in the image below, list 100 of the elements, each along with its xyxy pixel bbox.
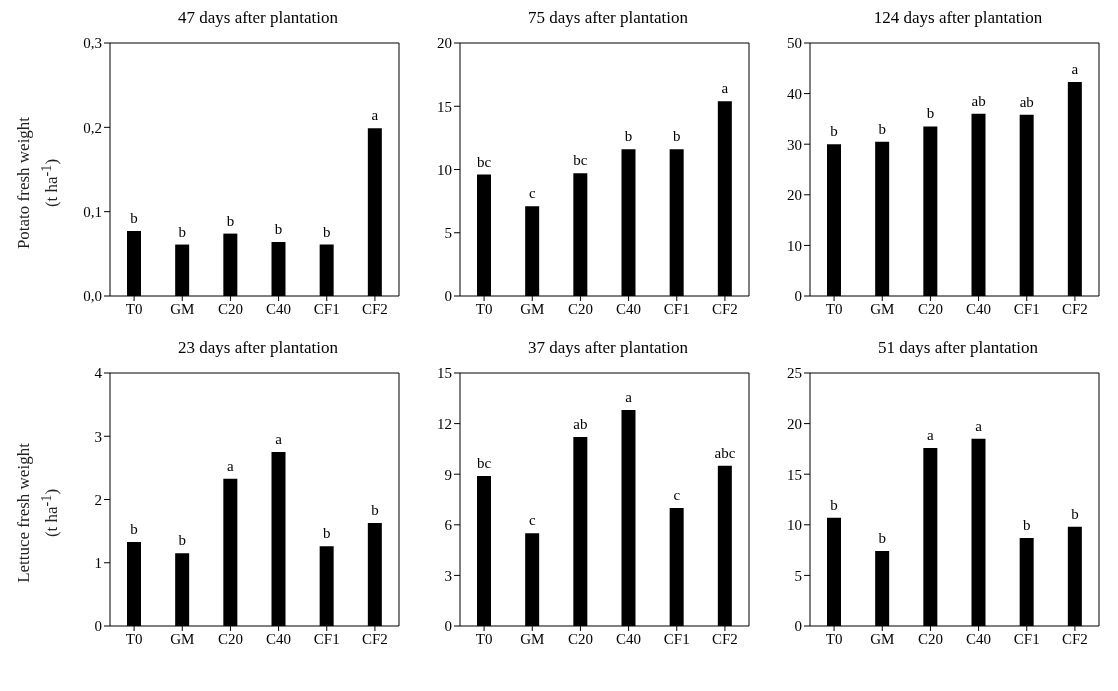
annotation: b <box>673 128 681 145</box>
y-tick-label: 0 <box>94 618 102 635</box>
y-tick-label: 15 <box>787 466 802 483</box>
annotation: b <box>274 221 283 238</box>
annotation: ab <box>1019 93 1034 110</box>
x-tick-label: C20 <box>567 300 593 317</box>
y-tick-label: 2 <box>94 491 102 508</box>
y-tick-label: 15 <box>437 98 452 115</box>
annotation: b <box>226 212 235 229</box>
x-tick-label: C20 <box>567 630 593 647</box>
annotation: b <box>1023 516 1031 533</box>
x-tick-label: GM <box>870 630 895 647</box>
annotation: bc <box>573 152 588 169</box>
x-tick-label: CF1 <box>663 630 690 647</box>
y-tick-label: 0,1 <box>83 203 102 220</box>
y-tick-label: 25 <box>787 365 802 382</box>
y-tick-label: 0,0 <box>83 288 102 305</box>
x-tick-label: CF2 <box>1061 630 1088 647</box>
y-tick-label: 12 <box>437 415 452 432</box>
x-tick-label: T0 <box>475 300 493 317</box>
x-tick-label: CF2 <box>361 630 388 647</box>
y-tick-label: 10 <box>437 161 452 178</box>
y-tick-label: 3 <box>444 567 452 584</box>
annotation: b <box>830 123 838 140</box>
annotation: c <box>528 185 536 202</box>
y-tick-label: 50 <box>787 35 802 52</box>
x-tick-label: CF2 <box>711 630 738 647</box>
x-tick-label: C20 <box>917 300 943 317</box>
y-tick-label: 20 <box>787 415 802 432</box>
x-tick-label: CF1 <box>663 300 690 317</box>
x-tick-label: C40 <box>966 630 992 647</box>
chart-title: 23 days after plantation <box>177 338 339 359</box>
y-tick-label: 0 <box>794 288 802 305</box>
x-tick-label: CF2 <box>361 300 388 317</box>
x-tick-label: C40 <box>616 300 642 317</box>
y-tick-label: 10 <box>787 517 802 534</box>
x-tick-label: T0 <box>125 300 143 317</box>
x-tick-label: CF1 <box>313 300 340 317</box>
y-tick-label: 10 <box>787 237 802 254</box>
annotation: b <box>130 210 138 227</box>
x-tick-label: C40 <box>266 300 292 317</box>
y-tick-label: 9 <box>444 466 452 483</box>
x-tick-label: C40 <box>616 630 642 647</box>
x-tick-label: T0 <box>825 300 843 317</box>
annotation: b <box>178 223 186 240</box>
annotation: b <box>624 128 633 145</box>
chart-title: 124 days after plantation <box>872 8 1044 29</box>
x-tick-label: C40 <box>266 630 292 647</box>
chart-title: 37 days after plantation <box>527 338 689 359</box>
x-tick-label: C20 <box>217 630 243 647</box>
annotation: a <box>721 80 729 97</box>
x-tick-label: CF1 <box>1013 630 1040 647</box>
annotation: bc <box>477 454 492 471</box>
y-tick-label: 0,3 <box>83 35 102 52</box>
x-tick-label: GM <box>170 300 195 317</box>
y-tick-label: 5 <box>444 225 452 242</box>
x-tick-label: GM <box>870 300 895 317</box>
y-tick-label: 6 <box>444 517 453 534</box>
annotation: ab <box>971 92 986 109</box>
annotation: b <box>323 525 331 542</box>
y-tick-label: 4 <box>94 365 103 382</box>
y-tick-label: 20 <box>787 187 802 204</box>
y-tick-label: 0 <box>444 288 452 305</box>
chart-title: 75 days after plantation <box>527 8 689 29</box>
annotation: b <box>878 530 886 547</box>
annotation: b <box>323 223 331 240</box>
y-tick-label: 1 <box>94 555 102 572</box>
x-tick-label: GM <box>520 630 545 647</box>
y-tick-label: 0,2 <box>83 119 102 136</box>
annotation: a <box>927 426 935 443</box>
x-tick-label: CF2 <box>711 300 738 317</box>
y-tick-label: 3 <box>94 428 102 445</box>
x-tick-label: T0 <box>825 630 843 647</box>
x-tick-label: T0 <box>125 630 143 647</box>
y-tick-label: 30 <box>787 136 802 153</box>
x-tick-label: CF1 <box>313 630 340 647</box>
x-tick-label: C20 <box>217 300 243 317</box>
y-tick-label: 40 <box>787 85 802 102</box>
annotation: a <box>227 457 235 474</box>
annotation: bc <box>477 153 492 170</box>
x-tick-label: CF1 <box>1013 300 1040 317</box>
x-tick-label: GM <box>520 300 545 317</box>
annotation: a <box>625 389 633 406</box>
x-tick-label: C40 <box>966 300 992 317</box>
y-tick-label: 20 <box>437 35 452 52</box>
annotation: c <box>528 512 536 529</box>
annotation: a <box>975 417 983 434</box>
x-tick-label: GM <box>170 630 195 647</box>
annotation: b <box>178 532 186 549</box>
annotation: ab <box>573 416 588 433</box>
annotation: abc <box>714 444 736 461</box>
y-tick-label: 15 <box>437 365 452 382</box>
x-tick-label: T0 <box>475 630 493 647</box>
chart-title: 47 days after plantation <box>177 8 339 29</box>
y-tick-label: 5 <box>794 567 802 584</box>
chart-title: 51 days after plantation <box>877 338 1039 359</box>
annotation: c <box>673 486 681 503</box>
y-tick-label: 0 <box>794 618 802 635</box>
y-tick-label: 0 <box>444 618 452 635</box>
annotation: a <box>275 431 283 448</box>
